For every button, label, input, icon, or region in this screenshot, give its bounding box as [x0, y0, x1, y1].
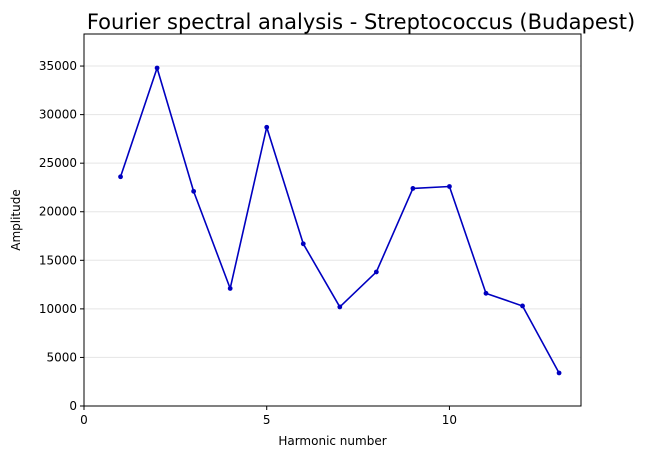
y-tick-label: 10000 — [39, 302, 77, 316]
data-point — [447, 184, 452, 189]
data-point — [154, 65, 160, 71]
y-tick-label: 0 — [69, 399, 77, 413]
data-point — [191, 188, 197, 194]
plot-area-frame — [83, 33, 582, 407]
y-tick-label: 15000 — [39, 253, 77, 267]
data-point — [556, 370, 562, 376]
chart-title: Fourier spectral analysis - Streptococcu… — [87, 10, 635, 34]
y-tick-label: 35000 — [39, 59, 77, 73]
x-axis-label: Harmonic number — [278, 434, 386, 448]
y-tick-label: 5000 — [46, 350, 77, 364]
x-tick-label: 10 — [442, 413, 457, 427]
gridlines — [84, 65, 581, 358]
data-point — [373, 269, 379, 275]
x-axis-ticks: 0 5 10 — [80, 406, 457, 427]
series-line — [119, 67, 560, 374]
data-point — [337, 304, 343, 310]
y-axis-label: Amplitude — [9, 189, 23, 251]
x-tick-label: 0 — [80, 413, 88, 427]
data-point — [483, 290, 489, 296]
data-point — [264, 124, 270, 130]
data-point — [118, 174, 123, 180]
data-point — [520, 303, 525, 309]
x-tick-label: 5 — [263, 413, 271, 427]
data-point — [300, 241, 306, 247]
y-tick-label: 25000 — [39, 156, 77, 170]
data-point — [410, 186, 416, 191]
series-line-layer — [119, 67, 560, 374]
y-tick-label: 30000 — [39, 108, 77, 122]
data-point — [227, 286, 233, 291]
y-axis-ticks: 0 5000 10000 15000 20000 25000 30000 35000 — [39, 59, 84, 413]
data-points — [118, 65, 562, 376]
y-tick-label: 20000 — [39, 205, 77, 219]
